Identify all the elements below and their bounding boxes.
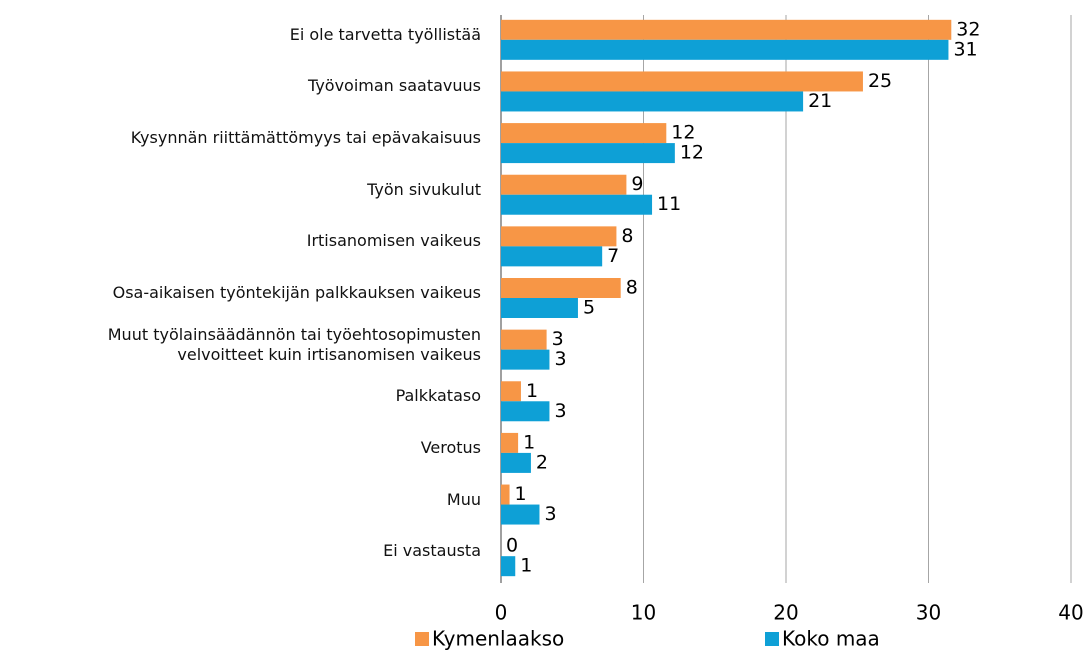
- x-tick-label: 0: [495, 601, 508, 625]
- bar: [501, 504, 540, 525]
- bar: [501, 174, 627, 195]
- bar: [501, 278, 621, 298]
- bar: [501, 381, 521, 402]
- value-label: 3: [554, 400, 566, 422]
- legend-label: Koko maa: [782, 627, 880, 651]
- bar: [501, 123, 667, 144]
- category-label: Kysynnän riittämättömyys tai epävakaisuu…: [130, 128, 481, 148]
- value-label: 5: [583, 297, 595, 319]
- legend-label: Kymenlaakso: [432, 627, 564, 651]
- value-label: 1: [520, 555, 532, 577]
- value-label: 2: [536, 451, 548, 473]
- bar: [501, 91, 804, 112]
- x-tick-label: 40: [1058, 601, 1083, 625]
- value-label: 7: [607, 245, 619, 267]
- value-label: 21: [808, 90, 832, 112]
- value-label: 3: [544, 503, 556, 525]
- value-label: 3: [552, 328, 564, 350]
- category-label: Työvoiman saatavuus: [308, 76, 481, 96]
- category-label: Työn sivukulut: [367, 179, 481, 199]
- value-label: 9: [631, 173, 643, 195]
- bar: [501, 556, 516, 577]
- legend-swatch: [415, 632, 429, 646]
- value-label: 1: [526, 380, 538, 402]
- value-label: 3: [554, 348, 566, 370]
- value-label: 12: [671, 122, 695, 144]
- value-label: 12: [680, 142, 704, 164]
- value-label: 25: [868, 70, 892, 92]
- category-label: Palkkataso: [395, 386, 481, 406]
- category-label: Muut työlainsäädännön tai työehtosopimus…: [107, 324, 481, 364]
- category-label: Osa-aikaisen työntekijän palkkauksen vai…: [112, 283, 481, 302]
- bar: [501, 194, 653, 215]
- x-tick-label: 20: [773, 601, 798, 625]
- value-label: 1: [523, 431, 535, 453]
- bar: [501, 432, 519, 453]
- bar: [501, 401, 550, 422]
- bar: [501, 39, 949, 60]
- x-tick-label: 10: [631, 601, 656, 625]
- x-tick-label: 30: [916, 601, 941, 625]
- bar: [501, 298, 578, 318]
- bar: [501, 349, 550, 370]
- value-label: 32: [956, 18, 980, 40]
- bar: [501, 71, 863, 92]
- bar: [501, 226, 617, 247]
- bar: [501, 329, 547, 350]
- category-label: Ei ole tarvetta työllistää: [289, 24, 481, 44]
- value-label: 1: [515, 483, 527, 505]
- value-label: 0: [506, 535, 518, 557]
- value-label: 11: [657, 193, 681, 215]
- bar: [501, 19, 952, 40]
- legend-swatch: [765, 632, 779, 646]
- value-label: 31: [953, 38, 977, 60]
- value-label: 8: [626, 277, 638, 299]
- bar: [501, 143, 675, 164]
- category-label: Irtisanomisen vaikeus: [306, 231, 481, 251]
- bar: [501, 246, 603, 267]
- bar: [501, 452, 531, 473]
- category-label: Ei vastausta: [383, 541, 481, 561]
- value-label: 8: [621, 225, 633, 247]
- bar: [501, 484, 510, 505]
- category-label: Muu: [446, 489, 481, 509]
- category-label: Verotus: [420, 437, 481, 457]
